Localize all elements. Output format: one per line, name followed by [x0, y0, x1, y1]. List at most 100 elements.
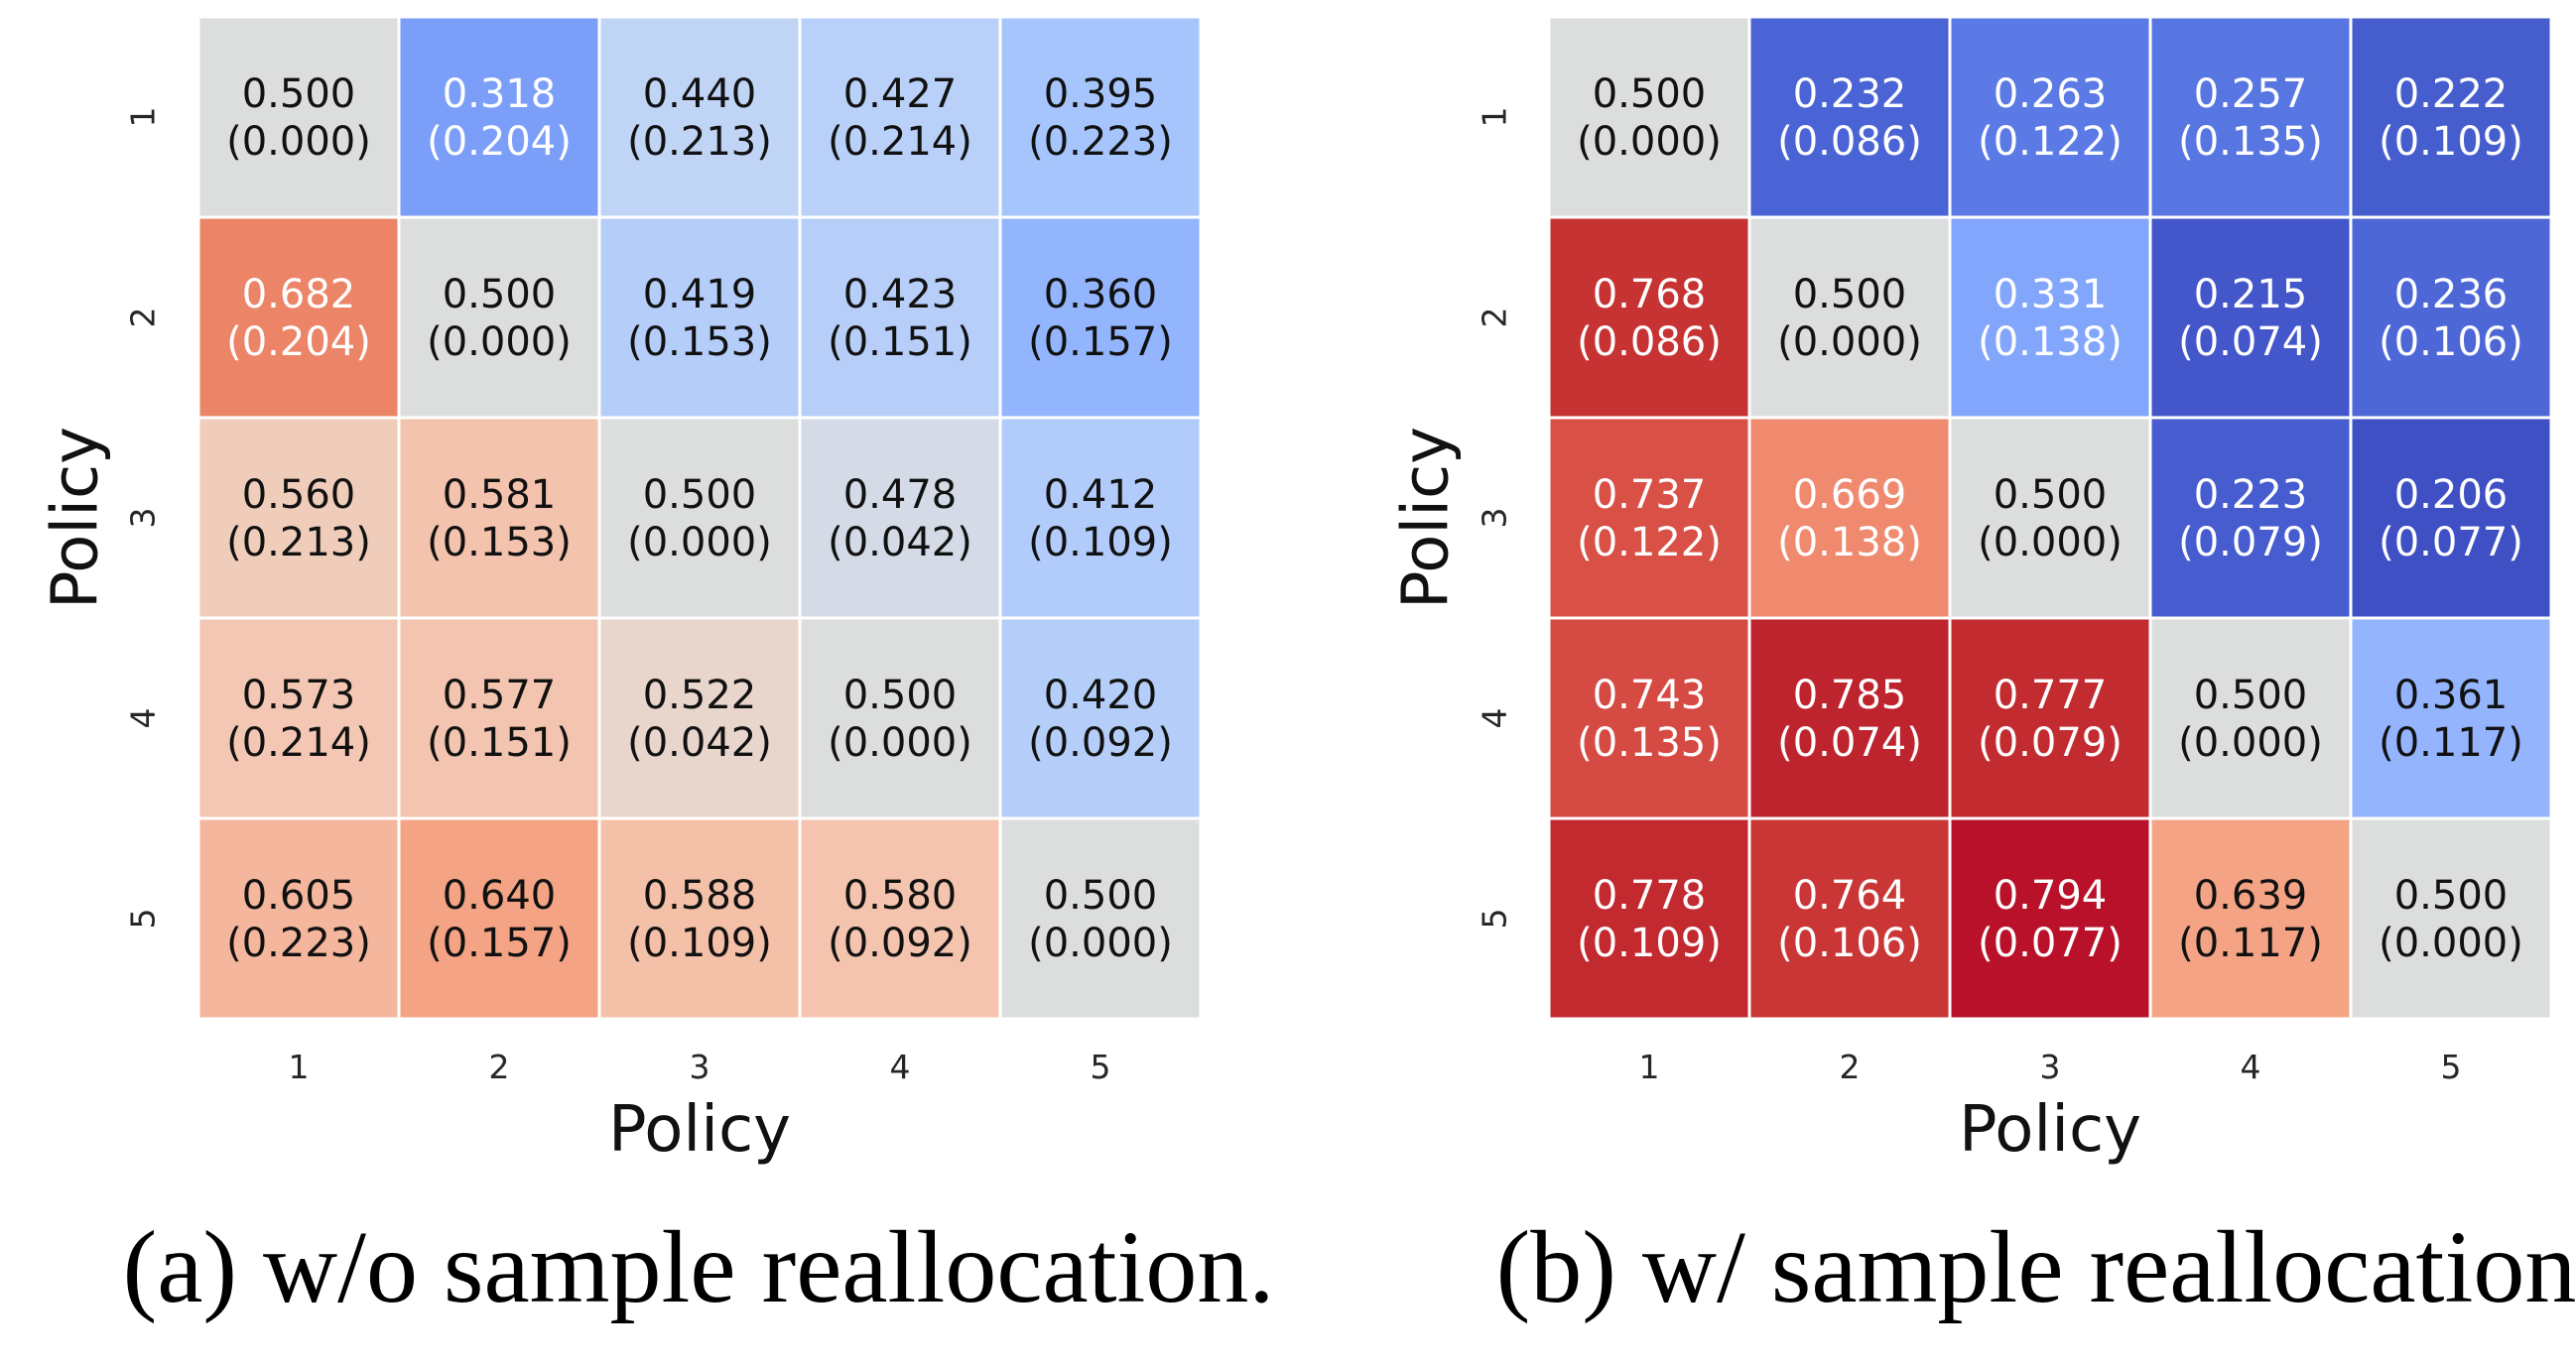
- cell-std-label: (0.079): [1978, 720, 2123, 766]
- cell-std-label: (0.074): [1777, 720, 1922, 766]
- heatmap-cell-r3-c3: [597, 416, 802, 620]
- y-tick-label: 3: [124, 508, 163, 529]
- x-tick-label: 4: [2241, 1048, 2261, 1086]
- cell-value-label: 0.500: [1044, 873, 1158, 919]
- y-tick-label: 2: [124, 308, 163, 328]
- cell-std-label: (0.153): [627, 319, 772, 365]
- cell-std-label: (0.000): [2379, 921, 2523, 966]
- cell-value-label: 0.215: [2194, 272, 2308, 317]
- cell-value-label: 0.764: [1793, 873, 1907, 919]
- x-tick-label: 5: [2441, 1048, 2462, 1086]
- cell-std-label: (0.117): [2379, 720, 2523, 766]
- cell-std-label: (0.000): [1028, 921, 1173, 966]
- heatmap-cell-r1-c2: [397, 15, 601, 219]
- cell-std-label: (0.000): [1777, 319, 1922, 365]
- x-tick-label: 2: [1840, 1048, 1861, 1086]
- heatmap-cell-r2-c4: [798, 215, 1002, 420]
- cell-std-label: (0.000): [427, 319, 572, 365]
- cell-std-label: (0.000): [1978, 520, 2123, 565]
- subfigure-caption: (b) w/ sample reallocation.: [1496, 1210, 2576, 1324]
- cell-std-label: (0.109): [1577, 921, 1722, 966]
- heatmap-cell-r5-c2: [397, 816, 601, 1021]
- cell-value-label: 0.206: [2394, 472, 2509, 518]
- heatmap-cell-r1-c2: [1747, 15, 1952, 219]
- heatmap-cell-r2-c2: [397, 215, 601, 420]
- cell-std-label: (0.077): [1978, 921, 2123, 966]
- heatmap-cell-r1-c4: [798, 15, 1002, 219]
- heatmap-cell-r2-c2: [1747, 215, 1952, 420]
- cell-std-label: (0.092): [1028, 720, 1173, 766]
- cell-value-label: 0.500: [643, 472, 757, 518]
- x-tick-label: 1: [1639, 1048, 1660, 1086]
- cell-std-label: (0.138): [1978, 319, 2123, 365]
- cell-std-label: (0.000): [226, 119, 371, 165]
- cell-std-label: (0.000): [828, 720, 972, 766]
- cell-value-label: 0.581: [443, 472, 557, 518]
- x-tick-label: 3: [690, 1048, 710, 1086]
- heatmap-cell-r5-c2: [1747, 816, 1952, 1021]
- heatmap-cell-r5-c3: [1948, 816, 2152, 1021]
- cell-value-label: 0.412: [1044, 472, 1158, 518]
- cell-value-label: 0.588: [643, 873, 757, 919]
- cell-value-label: 0.420: [1044, 673, 1158, 718]
- heatmap-cell-r3-c1: [1547, 416, 1751, 620]
- cell-std-label: (0.074): [2178, 319, 2323, 365]
- heatmap-cell-r4-c3: [597, 616, 802, 820]
- y-tick-label: 5: [124, 909, 163, 930]
- cell-std-label: (0.109): [627, 921, 772, 966]
- cell-std-label: (0.109): [2379, 119, 2523, 165]
- cell-value-label: 0.500: [2194, 673, 2308, 718]
- cell-value-label: 0.500: [843, 673, 958, 718]
- cell-std-label: (0.214): [828, 119, 972, 165]
- cell-std-label: (0.214): [226, 720, 371, 766]
- x-tick-label: 5: [1091, 1048, 1111, 1086]
- cell-value-label: 0.318: [443, 71, 557, 117]
- cell-value-label: 0.573: [242, 673, 356, 718]
- cell-std-label: (0.042): [828, 520, 972, 565]
- cell-value-label: 0.682: [242, 272, 356, 317]
- cell-std-label: (0.204): [226, 319, 371, 365]
- y-tick-label: 4: [124, 708, 163, 729]
- cell-value-label: 0.778: [1593, 873, 1707, 919]
- cell-value-label: 0.743: [1593, 673, 1707, 718]
- heatmap-cell-r5-c5: [998, 816, 1203, 1021]
- cell-value-label: 0.500: [2394, 873, 2509, 919]
- cell-std-label: (0.213): [226, 520, 371, 565]
- cell-std-label: (0.092): [828, 921, 972, 966]
- cell-std-label: (0.079): [2178, 520, 2323, 565]
- cell-std-label: (0.106): [1777, 921, 1922, 966]
- heatmap-cell-r1-c3: [597, 15, 802, 219]
- cell-std-label: (0.204): [427, 119, 572, 165]
- cell-value-label: 0.419: [643, 272, 757, 317]
- heatmap-cell-r4-c4: [2148, 616, 2353, 820]
- subfigure-caption: (a) w/o sample reallocation.: [123, 1210, 1275, 1324]
- heatmap-cell-r2-c1: [196, 215, 401, 420]
- heatmap-cell-r1-c1: [196, 15, 401, 219]
- cell-value-label: 0.257: [2194, 71, 2308, 117]
- cell-value-label: 0.478: [843, 472, 958, 518]
- heatmap-cell-r3-c5: [2349, 416, 2553, 620]
- heatmap-cell-r5-c4: [798, 816, 1002, 1021]
- heatmap-cell-r3-c4: [2148, 416, 2353, 620]
- heatmap-cell-r2-c5: [998, 215, 1203, 420]
- cell-value-label: 0.522: [643, 673, 757, 718]
- heatmap-cell-r2-c3: [597, 215, 802, 420]
- heatmap-cell-r1-c3: [1948, 15, 2152, 219]
- cell-std-label: (0.086): [1577, 319, 1722, 365]
- cell-std-label: (0.213): [627, 119, 772, 165]
- heatmap-panel-b: 0.500(0.000)0.232(0.086)0.263(0.122)0.25…: [1390, 15, 2576, 1324]
- cell-std-label: (0.151): [828, 319, 972, 365]
- cell-value-label: 0.331: [1994, 272, 2108, 317]
- heatmap-cell-r2-c3: [1948, 215, 2152, 420]
- heatmap-cell-r1-c5: [2349, 15, 2553, 219]
- y-tick-label: 3: [1476, 508, 1514, 529]
- heatmap-cell-r4-c3: [1948, 616, 2152, 820]
- cell-value-label: 0.737: [1593, 472, 1707, 518]
- heatmap-cell-r1-c1: [1547, 15, 1751, 219]
- heatmap-cell-r5-c5: [2349, 816, 2553, 1021]
- cell-std-label: (0.000): [1577, 119, 1722, 165]
- cell-value-label: 0.785: [1793, 673, 1907, 718]
- y-tick-label: 4: [1476, 708, 1514, 729]
- y-axis-label: Policy: [1390, 427, 1464, 609]
